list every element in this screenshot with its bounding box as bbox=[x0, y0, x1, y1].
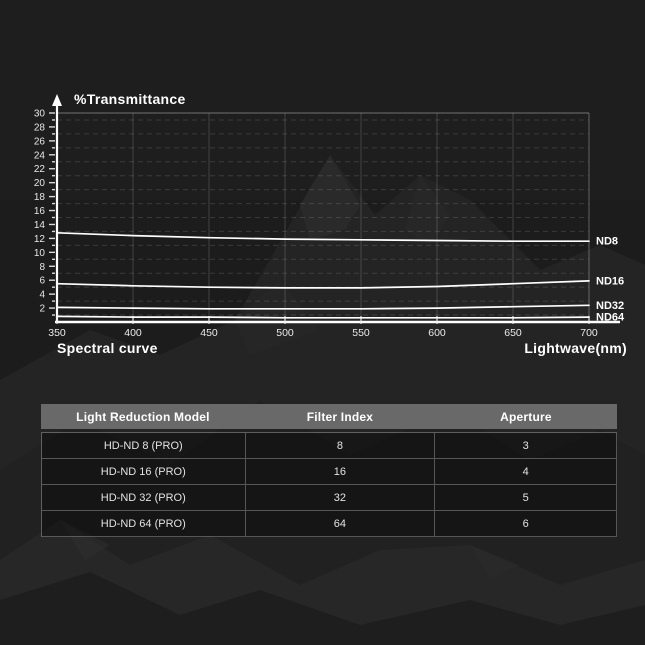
y-tick-label: 2 bbox=[39, 304, 45, 315]
table-row: HD-ND 32 (PRO) 32 5 bbox=[42, 485, 617, 511]
table-row: HD-ND 16 (PRO) 16 4 bbox=[42, 459, 617, 485]
y-tick-label: 24 bbox=[34, 150, 46, 161]
x-tick-label: 650 bbox=[504, 327, 522, 339]
table-cell: 8 bbox=[245, 433, 436, 459]
y-tick-label: 10 bbox=[34, 248, 46, 259]
table-cell: HD-ND 8 (PRO) bbox=[42, 433, 246, 459]
series-label-nd64: ND64 bbox=[596, 312, 625, 324]
table-cell: 32 bbox=[245, 485, 436, 511]
curve-nd32 bbox=[56, 304, 590, 310]
table-header-row: Light Reduction Model Filter Index Apertur… bbox=[41, 404, 617, 429]
y-tick-label: 18 bbox=[34, 192, 46, 203]
filter-spec-table: Light Reduction Model Filter Index Apertur… bbox=[41, 404, 617, 537]
y-axis-arrow-icon bbox=[52, 94, 62, 106]
y-tick-label: 6 bbox=[39, 276, 45, 287]
header-cell: Light Reduction Model bbox=[76, 409, 210, 424]
curve-nd64 bbox=[56, 315, 590, 319]
y-tick-label: 12 bbox=[34, 234, 46, 245]
table-cell: 5 bbox=[435, 485, 617, 511]
table-cell: 3 bbox=[435, 433, 617, 459]
header-cell: Aperture bbox=[500, 409, 552, 424]
series-label-nd16: ND16 bbox=[596, 275, 624, 287]
y-tick-label: 30 bbox=[34, 109, 46, 120]
table-row: HD-ND 64 (PRO) 64 6 bbox=[42, 511, 617, 537]
table-row: HD-ND 8 (PRO) 8 3 bbox=[42, 433, 617, 459]
curve-nd8 bbox=[56, 231, 590, 243]
table-cell: 6 bbox=[435, 511, 617, 537]
y-tick-label: 8 bbox=[39, 262, 45, 273]
y-tick-label: 26 bbox=[34, 136, 46, 147]
y-tick-label: 28 bbox=[34, 122, 46, 133]
table-cell: 4 bbox=[435, 459, 617, 485]
x-axis-label: Lightwave(nm) bbox=[524, 340, 627, 356]
series-label-nd8: ND8 bbox=[596, 236, 618, 248]
table-cell: 16 bbox=[245, 459, 436, 485]
chart-title: %Transmittance bbox=[74, 91, 186, 107]
y-tick-label: 20 bbox=[34, 178, 46, 189]
y-tick-label: 14 bbox=[34, 220, 46, 231]
x-tick-label: 700 bbox=[580, 327, 598, 339]
x-tick-label: 450 bbox=[200, 327, 218, 339]
y-tick-label: 16 bbox=[34, 206, 46, 217]
y-tick-label: 4 bbox=[39, 290, 45, 301]
table-cell: HD-ND 32 (PRO) bbox=[42, 485, 246, 511]
table-cell: HD-ND 16 (PRO) bbox=[42, 459, 246, 485]
x-tick-label: 350 bbox=[48, 327, 66, 339]
x-tick-label: 550 bbox=[352, 327, 370, 339]
table-body: HD-ND 8 (PRO) 8 3 HD-ND 16 (PRO) 16 4 HD-ND 32… bbox=[41, 432, 617, 537]
curve-nd16 bbox=[56, 280, 590, 289]
x-tick-label: 500 bbox=[276, 327, 294, 339]
chart-caption: Spectral curve bbox=[57, 340, 158, 356]
y-tick-label: 22 bbox=[34, 164, 46, 175]
x-tick-label: 400 bbox=[124, 327, 142, 339]
table-cell: 64 bbox=[245, 511, 436, 537]
header-cell: Filter Index bbox=[306, 409, 374, 424]
table-cell: HD-ND 64 (PRO) bbox=[42, 511, 246, 537]
x-tick-label: 600 bbox=[428, 327, 446, 339]
series-label-nd32: ND32 bbox=[596, 300, 624, 312]
